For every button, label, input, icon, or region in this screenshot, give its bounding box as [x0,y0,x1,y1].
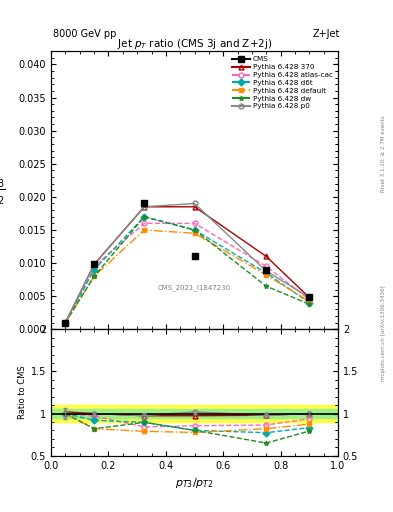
Pythia 6.428 d6t [307,300,312,306]
Y-axis label: $\dfrac{N_3}{N_2}$: $\dfrac{N_3}{N_2}$ [0,174,6,207]
Pythia 6.428 p0 [63,319,68,326]
Pythia 6.428 370 [192,204,197,210]
Pythia 6.428 d6t [63,319,68,326]
X-axis label: $p_{T3}/p_{T2}$: $p_{T3}/p_{T2}$ [175,476,214,490]
Pythia 6.428 atlas-cac [264,263,269,269]
Pythia 6.428 370 [264,253,269,260]
Pythia 6.428 dw [307,301,312,307]
Text: mcplots.cern.ch [arXiv:1306.3436]: mcplots.cern.ch [arXiv:1306.3436] [381,285,386,380]
Pythia 6.428 atlas-cac [192,220,197,226]
Text: Z+Jet: Z+Jet [312,29,340,39]
Pythia 6.428 atlas-cac [307,296,312,303]
Pythia 6.428 default [192,230,197,237]
Text: 8000 GeV pp: 8000 GeV pp [53,29,116,39]
Pythia 6.428 atlas-cac [63,319,68,326]
Pythia 6.428 p0 [142,204,147,210]
Pythia 6.428 dw [192,227,197,233]
Pythia 6.428 default [92,273,97,280]
Text: Rivet 3.1.10, ≥ 2.7M events: Rivet 3.1.10, ≥ 2.7M events [381,115,386,192]
Pythia 6.428 p0 [192,200,197,206]
Pythia 6.428 d6t [142,214,147,220]
Pythia 6.428 atlas-cac [142,220,147,226]
Pythia 6.428 370 [63,319,68,326]
Line: Pythia 6.428 p0: Pythia 6.428 p0 [63,201,312,325]
Line: Pythia 6.428 default: Pythia 6.428 default [63,227,312,325]
Pythia 6.428 d6t [92,267,97,273]
Pythia 6.428 dw [92,273,97,280]
Pythia 6.428 dw [63,319,68,326]
Pythia 6.428 dw [264,283,269,289]
Line: Pythia 6.428 dw: Pythia 6.428 dw [63,215,312,325]
Pythia 6.428 dw [142,214,147,220]
Text: CMS_2021_I1847230: CMS_2021_I1847230 [158,284,231,291]
Pythia 6.428 p0 [264,268,269,274]
Pythia 6.428 370 [92,261,97,267]
Pythia 6.428 d6t [192,227,197,233]
Title: Jet $p_T$ ratio (CMS 3j and Z+2j): Jet $p_T$ ratio (CMS 3j and Z+2j) [117,37,272,51]
Pythia 6.428 370 [307,294,312,301]
Pythia 6.428 default [307,298,312,305]
Line: Pythia 6.428 atlas-cac: Pythia 6.428 atlas-cac [63,221,312,325]
Pythia 6.428 default [63,319,68,326]
Pythia 6.428 370 [142,204,147,210]
Line: Pythia 6.428 d6t: Pythia 6.428 d6t [63,215,312,325]
Pythia 6.428 default [142,227,147,233]
Pythia 6.428 default [264,272,269,278]
Y-axis label: Ratio to CMS: Ratio to CMS [18,366,27,419]
Pythia 6.428 p0 [307,294,312,301]
Pythia 6.428 p0 [92,261,97,267]
Pythia 6.428 d6t [264,270,269,276]
Legend: CMS, Pythia 6.428 370, Pythia 6.428 atlas-cac, Pythia 6.428 d6t, Pythia 6.428 de: CMS, Pythia 6.428 370, Pythia 6.428 atla… [231,55,334,111]
Line: Pythia 6.428 370: Pythia 6.428 370 [63,204,312,325]
Pythia 6.428 atlas-cac [92,263,97,269]
